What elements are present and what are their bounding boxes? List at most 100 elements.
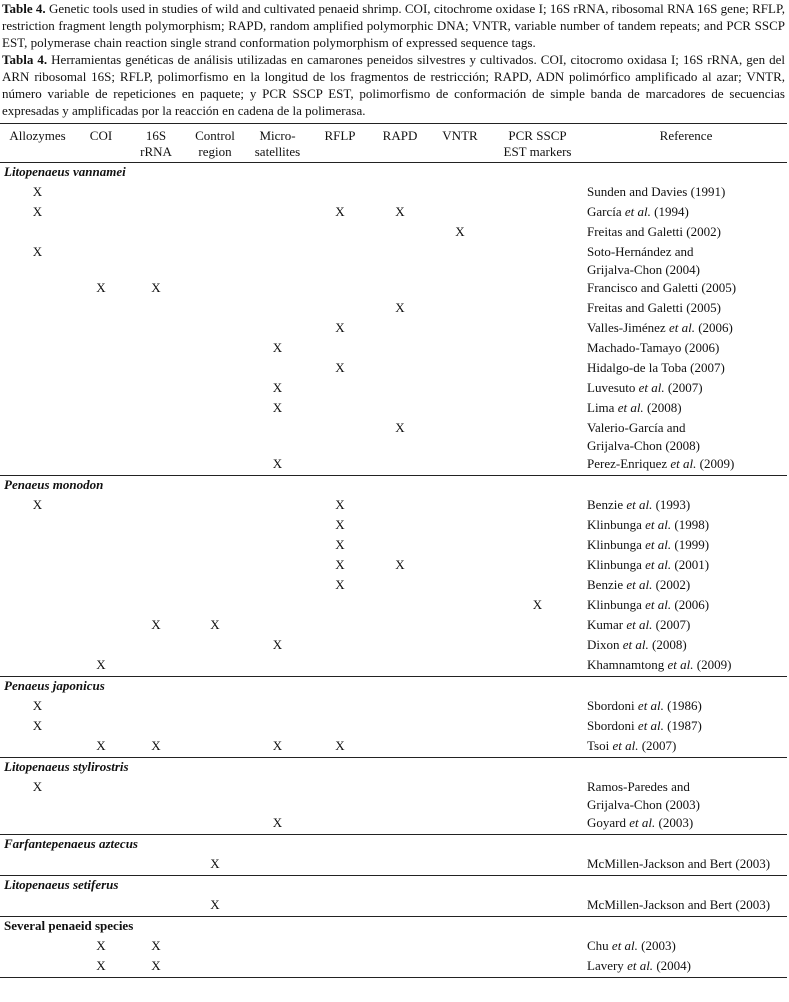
reference-author: Sbordoni [587, 718, 635, 733]
reference: Valerio-García and Grijalva-Chon (2008) [587, 420, 701, 453]
reference-author: Klinbunga [587, 557, 642, 572]
reference: Goyard et al. (2003) [585, 814, 787, 835]
marker-cell [75, 223, 127, 243]
reference: Benzie et al. (2002) [585, 576, 787, 596]
marker-cell [185, 299, 245, 319]
marker-cell: X [335, 517, 345, 532]
marker-cell [310, 339, 370, 359]
reference-year: (1999) [674, 537, 710, 552]
marker-cell [430, 737, 490, 758]
column-header: Reference [585, 123, 787, 163]
reference-etal: et al. [626, 617, 653, 632]
marker-cell [310, 419, 370, 455]
marker-cell [127, 379, 185, 399]
marker-cell [127, 814, 185, 835]
reference-author: Klinbunga [587, 517, 642, 532]
marker-cell [0, 896, 75, 917]
marker-cell: X [395, 557, 405, 572]
marker-cell [75, 496, 127, 516]
marker-cell [310, 243, 370, 279]
marker-cell [490, 896, 585, 917]
data-row: X Valles-Jiménez et al. (2006) [0, 319, 787, 339]
marker-cell [490, 737, 585, 758]
reference-etal: et al. [645, 557, 672, 572]
marker-cell [0, 223, 75, 243]
species-row: Litopenaeus stylirostris [0, 757, 787, 778]
marker-cell [370, 576, 430, 596]
marker-cell [490, 496, 585, 516]
marker-cell [490, 697, 585, 717]
marker-cell: X [151, 958, 161, 973]
column-header: 16S rRNA [127, 123, 185, 163]
marker-cell [430, 203, 490, 223]
marker-cell [490, 299, 585, 319]
marker-cell [75, 596, 127, 616]
marker-cell [185, 419, 245, 455]
marker-cell [430, 616, 490, 636]
marker-cell [0, 556, 75, 576]
marker-cell: X [210, 897, 220, 912]
reference-year: (2009) [696, 657, 732, 672]
reference: McMillen-Jackson and Bert (2003) [587, 897, 771, 912]
reference: Perez-Enriquez et al. (2009) [585, 455, 787, 476]
marker-cell [127, 223, 185, 243]
marker-cell: X [96, 738, 106, 753]
marker-cell [185, 737, 245, 758]
reference: Lavery et al. (2004) [585, 957, 787, 978]
marker-cell [127, 536, 185, 556]
reference-etal: et al. [627, 958, 654, 973]
marker-cell [490, 656, 585, 677]
reference-year: (2008) [652, 637, 687, 652]
marker-cell [490, 319, 585, 339]
reference: Chu et al. (2003) [585, 937, 787, 957]
reference: Klinbunga et al. (2001) [585, 556, 787, 576]
data-row: X Dixon et al. (2008) [0, 636, 787, 656]
column-header: RFLP [310, 123, 370, 163]
reference-etal: et al. [670, 456, 697, 471]
marker-cell [490, 183, 585, 203]
marker-cell [490, 855, 585, 876]
reference-author: Kumar [587, 617, 624, 632]
reference-etal: et al. [645, 517, 672, 532]
marker-cell: X [335, 360, 345, 375]
marker-cell [490, 455, 585, 476]
marker-cell [75, 339, 127, 359]
marker-cell [75, 536, 127, 556]
marker-cell [0, 957, 75, 978]
marker-cell [127, 636, 185, 656]
marker-cell [490, 516, 585, 536]
marker-cell [310, 616, 370, 636]
data-row: X X X García et al. (1994) [0, 203, 787, 223]
marker-cell [185, 399, 245, 419]
reference: Klinbunga et al. (2006) [585, 596, 787, 616]
marker-cell [310, 596, 370, 616]
reference-year: (1987) [667, 718, 702, 733]
marker-cell [310, 717, 370, 737]
marker-cell: X [272, 340, 283, 355]
marker-cell [245, 359, 310, 379]
marker-cell: X [335, 557, 345, 572]
marker-cell [0, 814, 75, 835]
column-header: PCR SSCP EST markers [490, 123, 585, 163]
data-row: X Machado-Tamayo (2006) [0, 339, 787, 359]
marker-cell [490, 814, 585, 835]
marker-cell: X [335, 577, 345, 592]
marker-cell [245, 319, 310, 339]
marker-cell [245, 419, 310, 455]
marker-cell [0, 656, 75, 677]
marker-cell [430, 419, 490, 455]
marker-cell [75, 814, 127, 835]
reference: Lima et al. (2008) [585, 399, 787, 419]
marker-cell [430, 814, 490, 835]
reference: Klinbunga et al. (1998) [585, 516, 787, 536]
marker-cell [310, 183, 370, 203]
marker-cell [430, 636, 490, 656]
marker-cell [127, 183, 185, 203]
marker-cell [75, 399, 127, 419]
marker-cell [490, 957, 585, 978]
marker-cell [127, 556, 185, 576]
marker-cell [370, 656, 430, 677]
reference-year: (2008) [646, 400, 682, 415]
marker-cell [245, 516, 310, 536]
reference-etal: et al. [629, 815, 656, 830]
